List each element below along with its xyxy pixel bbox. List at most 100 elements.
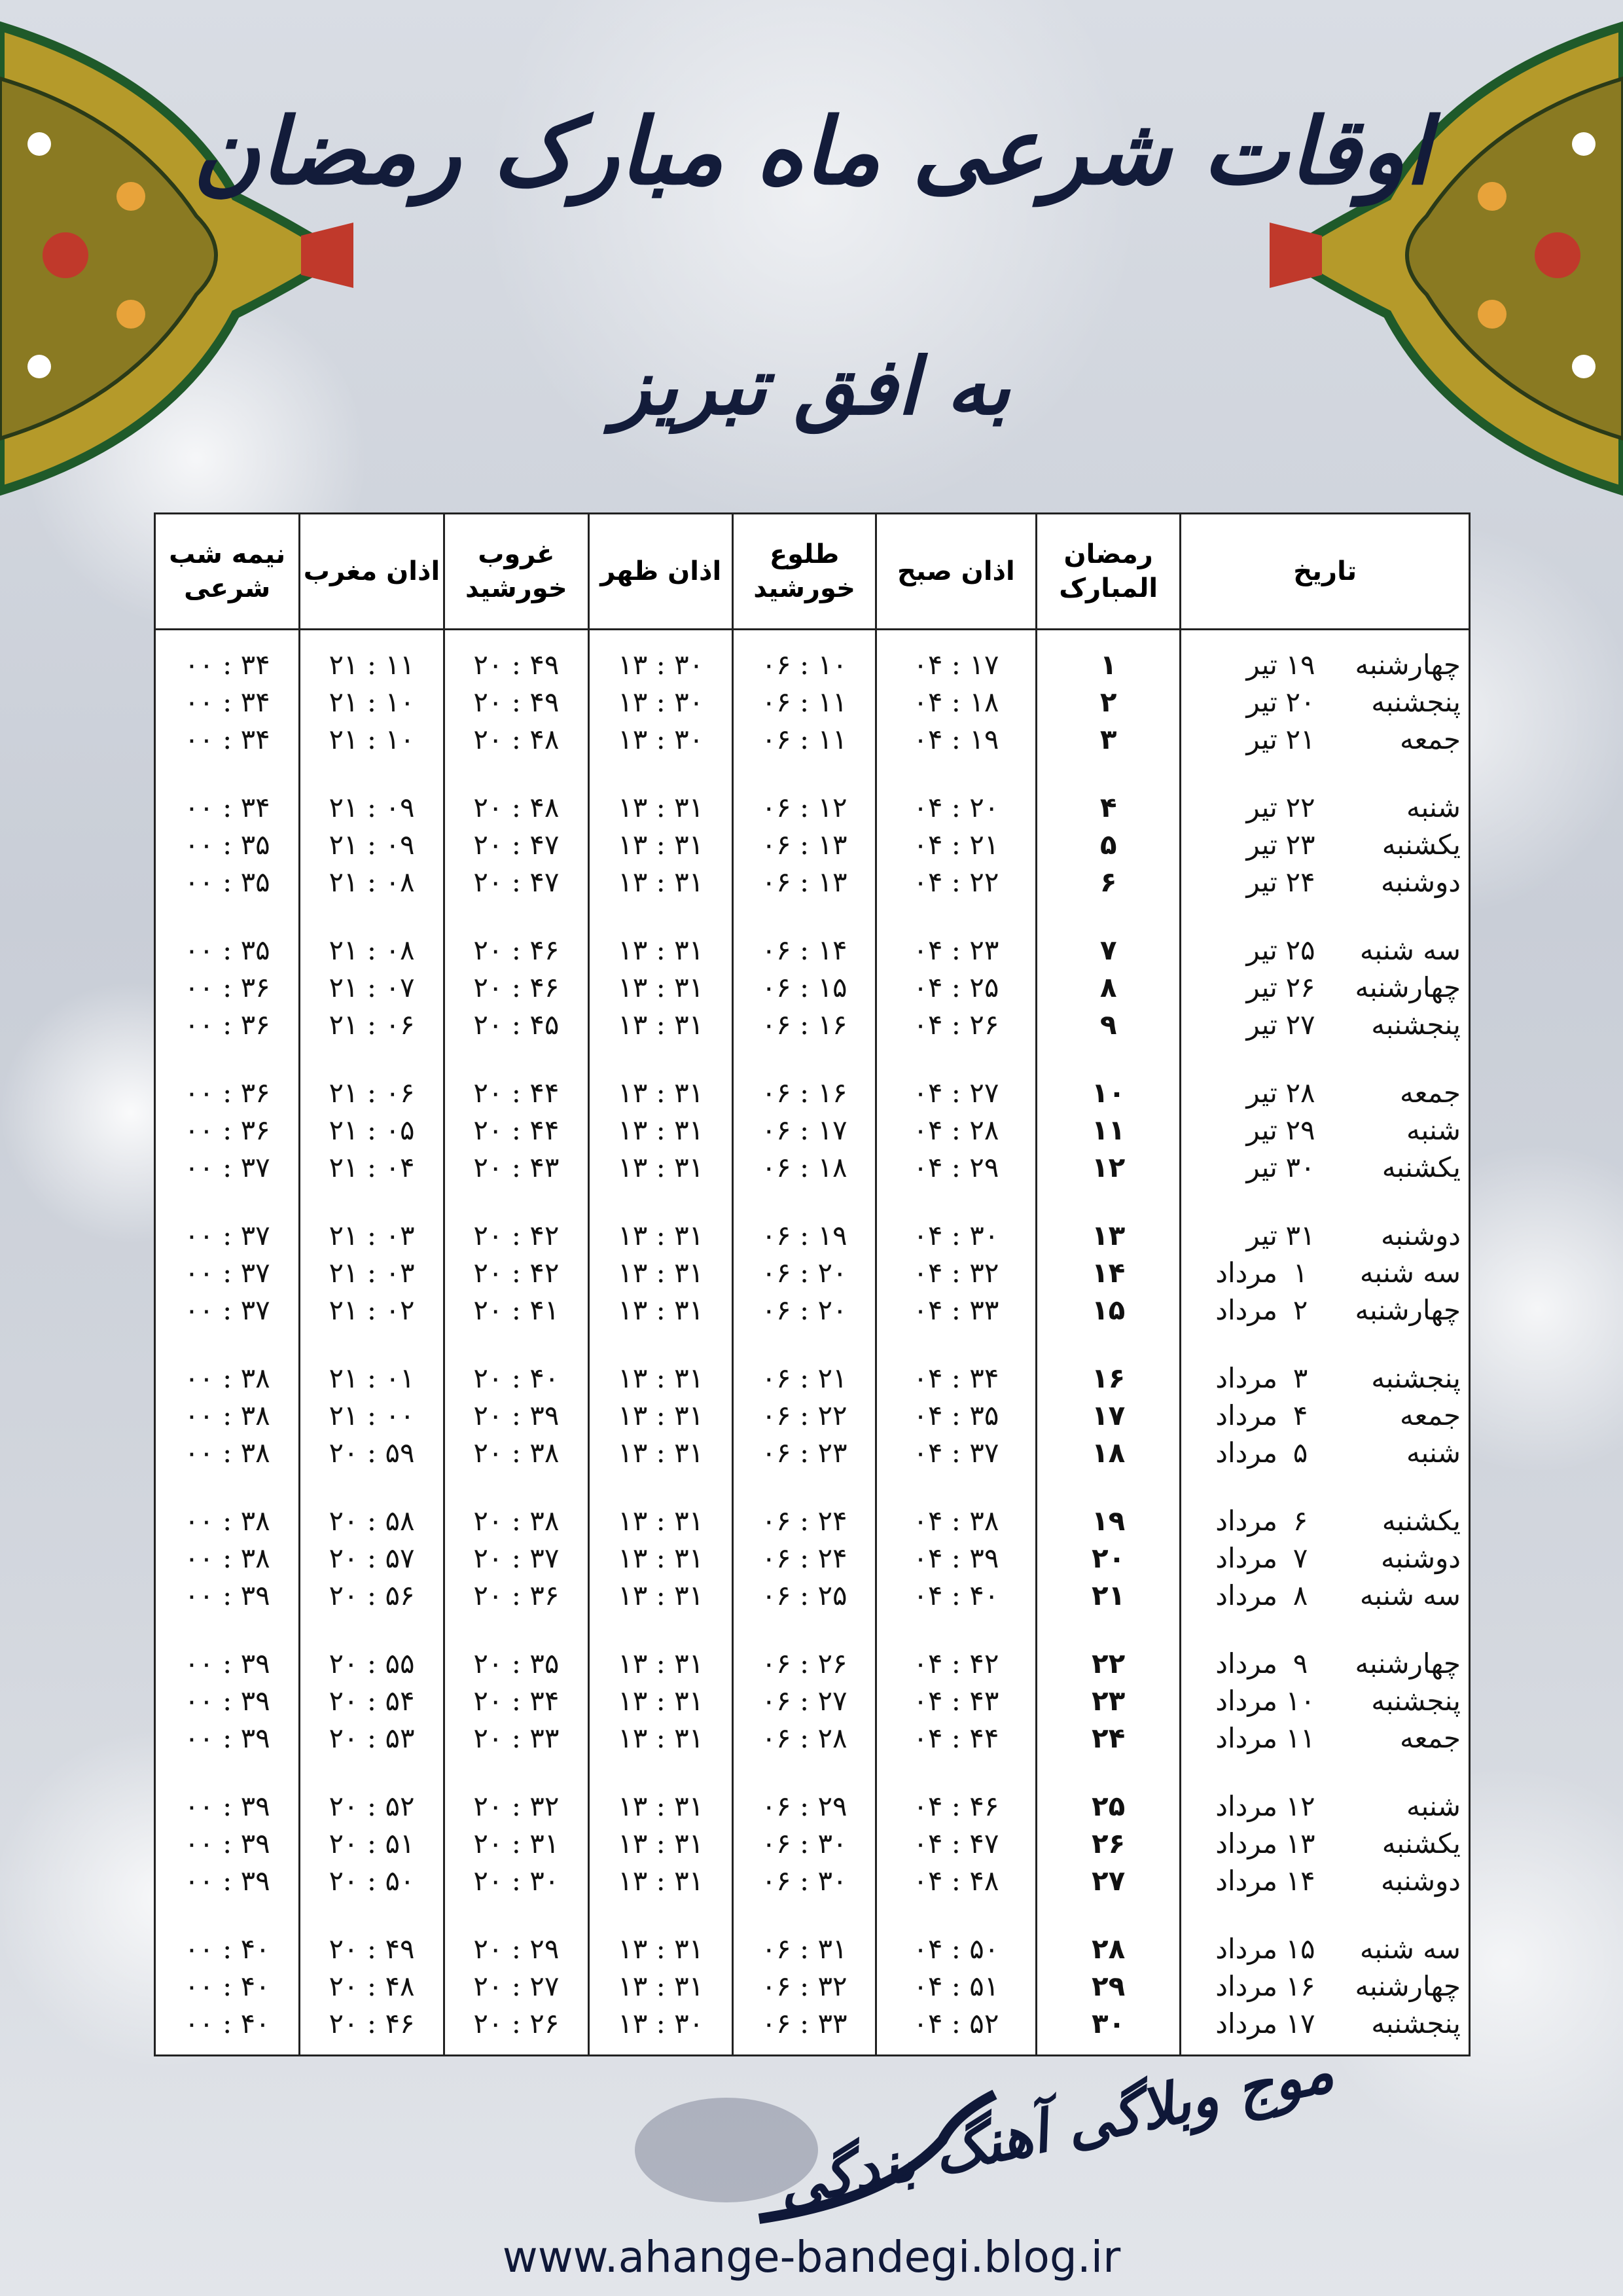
fajr-azan-cell: ۰۴ : ۱۹	[913, 723, 999, 755]
fajr-azan-cell: ۰۴ : ۵۰	[913, 1933, 999, 1965]
month: مرداد	[1215, 2007, 1277, 2039]
sunset-cell: ۲۰ : ۴۸	[473, 723, 560, 755]
sunrise-cell: ۰۶ : ۲۹	[761, 1790, 847, 1822]
maghrib-azan-cell: ۲۱ : ۰۴	[329, 1151, 415, 1183]
midnight-cell: ۰۰ : ۳۵	[184, 866, 270, 898]
month: تیر	[1246, 1077, 1277, 1109]
column-sunrise: ۰۶ : ۱۰ ۰۶ : ۱۱ ۰۶ : ۱۱ ۰۶ : ۱۲ ۰۶ : ۱۳ ۰۶ : …	[732, 630, 874, 2054]
date-cell: چهارشنبه ۲۶ تیر	[1181, 969, 1469, 1006]
sunrise-cell: ۰۶ : ۳۰	[761, 1865, 847, 1897]
dhuhr-azan-cell: ۱۳ : ۳۱	[618, 791, 704, 823]
prayer-times-table: تاریخ رمضان المبارک اذان صبح طلوع خورشید اذا…	[154, 512, 1471, 2056]
fajr-azan-cell: ۰۴ : ۳۹	[913, 1542, 999, 1574]
ramadan-day-cell: ۱۲	[1092, 1151, 1126, 1183]
maghrib-azan-cell: ۲۰ : ۵۰	[329, 1865, 415, 1897]
midnight-cell: ۰۰ : ۳۶	[184, 1114, 270, 1146]
ramadan-day-cell: ۲۳	[1092, 1685, 1126, 1717]
ramadan-day-cell: ۱۳	[1092, 1219, 1126, 1251]
fajr-azan-cell: ۰۴ : ۲۱	[913, 829, 999, 861]
header-sunset: غروب خورشید	[442, 514, 588, 628]
page-title: اوقات شرعی ماه مبارک رمضان	[192, 98, 1431, 206]
weekday: یکشنبه	[1382, 1827, 1461, 1859]
dhuhr-azan-cell: ۱۳ : ۳۱	[618, 1579, 704, 1611]
dhuhr-azan-cell: ۱۳ : ۳۱	[618, 1827, 704, 1859]
sunset-cell: ۲۰ : ۳۱	[473, 1827, 560, 1859]
day-number: ۱۵	[1285, 1933, 1315, 1965]
month: مرداد	[1215, 1685, 1277, 1717]
date-cell: دوشنبه ۳۱ تیر	[1181, 1217, 1469, 1254]
dhuhr-azan-cell: ۱۳ : ۳۱	[618, 1970, 704, 2002]
day-number: ۲۶	[1285, 971, 1315, 1003]
weekday: یکشنبه	[1382, 1505, 1461, 1537]
date-cell: پنجشنبه ۲۰ تیر	[1181, 683, 1469, 721]
date-cell: جمعه ۲۸ تیر	[1181, 1074, 1469, 1111]
sunrise-cell: ۰۶ : ۲۴	[761, 1542, 847, 1574]
fajr-azan-cell: ۰۴ : ۴۴	[913, 1722, 999, 1754]
weekday: دوشنبه	[1380, 1865, 1461, 1897]
midnight-cell: ۰۰ : ۳۴	[184, 649, 270, 681]
maghrib-azan-cell: ۲۰ : ۵۶	[329, 1579, 415, 1611]
midnight-cell: ۰۰ : ۳۴	[184, 686, 270, 718]
sunrise-cell: ۰۶ : ۲۰	[761, 1257, 847, 1289]
header-sunrise: طلوع خورشید	[732, 514, 874, 628]
ramadan-day-cell: ۳۰	[1092, 2007, 1126, 2039]
ramadan-day-cell: ۱۴	[1092, 1257, 1126, 1289]
weekday: دوشنبه	[1380, 1542, 1461, 1574]
website-url[interactable]: www.ahange-bandegi.blog.ir	[502, 2232, 1121, 2282]
fajr-azan-cell: ۰۴ : ۲۶	[913, 1009, 999, 1041]
fajr-azan-cell: ۰۴ : ۳۵	[913, 1399, 999, 1431]
fajr-azan-cell: ۰۴ : ۲۸	[913, 1114, 999, 1146]
fajr-azan-cell: ۰۴ : ۲۷	[913, 1077, 999, 1109]
day-number: ۱۰	[1285, 1685, 1315, 1717]
fajr-azan-cell: ۰۴ : ۳۳	[913, 1294, 999, 1326]
ramadan-day-cell: ۲۵	[1092, 1790, 1126, 1822]
table-header: تاریخ رمضان المبارک اذان صبح طلوع خورشید اذا…	[156, 514, 1469, 630]
ramadan-day-cell: ۱	[1099, 649, 1117, 681]
ramadan-day-cell: ۲۹	[1092, 1970, 1126, 2002]
sunrise-cell: ۰۶ : ۱۵	[761, 971, 847, 1003]
ramadan-day-cell: ۱۰	[1092, 1077, 1126, 1109]
column-maghrib-azan: ۲۱ : ۱۱ ۲۱ : ۱۰ ۲۱ : ۱۰ ۲۱ : ۰۹ ۲۱ : ۰۹ ۲۱ : …	[298, 630, 442, 2054]
midnight-cell: ۰۰ : ۳۹	[184, 1790, 270, 1822]
fajr-azan-cell: ۰۴ : ۴۶	[913, 1790, 999, 1822]
sunrise-cell: ۰۶ : ۳۳	[761, 2007, 847, 2039]
day-number: ۵	[1293, 1437, 1308, 1469]
date-cell: سه شنبه ۸ مرداد	[1181, 1577, 1469, 1614]
header-dhuhr-azan: اذان ظهر	[588, 514, 732, 628]
date-cell: شنبه ۱۲ مرداد	[1181, 1787, 1469, 1825]
dhuhr-azan-cell: ۱۳ : ۳۱	[618, 1722, 704, 1754]
sunset-cell: ۲۰ : ۴۹	[473, 686, 560, 718]
day-number: ۸	[1293, 1579, 1308, 1611]
date-cell: چهارشنبه ۹ مرداد	[1181, 1645, 1469, 1682]
month: مرداد	[1215, 1790, 1277, 1822]
maghrib-azan-cell: ۲۱ : ۰۹	[329, 791, 415, 823]
maghrib-azan-cell: ۲۱ : ۰۷	[329, 971, 415, 1003]
weekday: چهارشنبه	[1355, 1970, 1461, 2002]
ramadan-day-cell: ۱۱	[1092, 1114, 1126, 1146]
table-body: چهارشنبه ۱۹ تیر پنجشنبه ۲۰ تیر جمعه ۲۱ تیر شنبه ۲۲…	[156, 630, 1469, 2054]
ramadan-day-cell: ۹	[1099, 1009, 1117, 1041]
maghrib-azan-cell: ۲۱ : ۰۹	[329, 829, 415, 861]
sunrise-cell: ۰۶ : ۱۰	[761, 649, 847, 681]
midnight-cell: ۰۰ : ۴۰	[184, 1970, 270, 2002]
date-cell: جمعه ۴ مرداد	[1181, 1397, 1469, 1434]
sunset-cell: ۲۰ : ۳۳	[473, 1722, 560, 1754]
maghrib-azan-cell: ۲۰ : ۵۸	[329, 1505, 415, 1537]
day-number: ۱۴	[1285, 1865, 1315, 1897]
fajr-azan-cell: ۰۴ : ۴۳	[913, 1685, 999, 1717]
midnight-cell: ۰۰ : ۳۴	[184, 791, 270, 823]
month: تیر	[1246, 723, 1277, 755]
maghrib-azan-cell: ۲۱ : ۰۳	[329, 1257, 415, 1289]
midnight-cell: ۰۰ : ۳۹	[184, 1722, 270, 1754]
sunset-cell: ۲۰ : ۴۴	[473, 1077, 560, 1109]
dhuhr-azan-cell: ۱۳ : ۳۰	[618, 686, 704, 718]
date-cell: جمعه ۱۱ مرداد	[1181, 1719, 1469, 1757]
day-number: ۲۱	[1285, 723, 1315, 755]
weekday: جمعه	[1399, 723, 1461, 755]
maghrib-azan-cell: ۲۰ : ۴۶	[329, 2007, 415, 2039]
weekday: سه شنبه	[1359, 934, 1461, 966]
weekday: دوشنبه	[1380, 1219, 1461, 1251]
midnight-cell: ۰۰ : ۳۸	[184, 1437, 270, 1469]
ramadan-day-cell: ۱۵	[1092, 1294, 1126, 1326]
midnight-cell: ۰۰ : ۳۵	[184, 829, 270, 861]
